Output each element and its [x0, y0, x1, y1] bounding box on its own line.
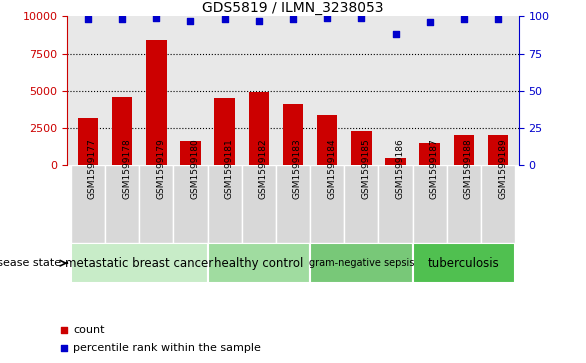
Bar: [207, 165, 242, 243]
Bar: [413, 243, 515, 283]
Bar: [139, 165, 173, 243]
Point: [83, 16, 93, 22]
Bar: [242, 165, 276, 243]
Title: GDS5819 / ILMN_3238053: GDS5819 / ILMN_3238053: [202, 1, 384, 15]
Text: GSM1599187: GSM1599187: [430, 139, 439, 199]
Text: healthy control: healthy control: [214, 257, 304, 270]
Point: [425, 19, 434, 25]
Bar: [105, 165, 139, 243]
Bar: [454, 135, 474, 165]
Text: disease state: disease state: [0, 258, 62, 268]
Point: [322, 15, 332, 21]
Text: GSM1599188: GSM1599188: [464, 139, 473, 199]
Text: GSM1599178: GSM1599178: [122, 139, 131, 199]
Point: [60, 346, 69, 351]
Text: GSM1599177: GSM1599177: [88, 139, 97, 199]
Bar: [207, 243, 310, 283]
Bar: [317, 115, 338, 165]
Point: [254, 18, 264, 24]
Point: [60, 327, 69, 333]
Text: GSM1599182: GSM1599182: [259, 139, 268, 199]
Bar: [248, 92, 269, 165]
Bar: [71, 165, 105, 243]
Point: [493, 16, 503, 22]
Bar: [379, 165, 413, 243]
Text: GSM1599189: GSM1599189: [498, 139, 507, 199]
Text: gram-negative sepsis: gram-negative sepsis: [309, 258, 414, 268]
Bar: [386, 158, 406, 165]
Bar: [276, 165, 310, 243]
Text: GSM1599179: GSM1599179: [156, 139, 165, 199]
Bar: [481, 165, 515, 243]
Point: [288, 16, 298, 22]
Bar: [351, 131, 372, 165]
Point: [186, 18, 195, 24]
Bar: [214, 98, 235, 165]
Bar: [71, 243, 207, 283]
Text: GSM1599183: GSM1599183: [293, 139, 302, 199]
Bar: [420, 143, 440, 165]
Text: GSM1599186: GSM1599186: [396, 139, 404, 199]
Bar: [146, 40, 166, 165]
Bar: [310, 165, 345, 243]
Bar: [310, 243, 413, 283]
Bar: [112, 97, 132, 165]
Bar: [77, 118, 98, 165]
Text: GSM1599181: GSM1599181: [224, 139, 234, 199]
Text: GSM1599184: GSM1599184: [327, 139, 336, 199]
Bar: [180, 141, 201, 165]
Point: [152, 15, 161, 21]
Bar: [413, 165, 447, 243]
Bar: [345, 165, 379, 243]
Bar: [173, 165, 207, 243]
Text: tuberculosis: tuberculosis: [428, 257, 500, 270]
Point: [117, 16, 127, 22]
Point: [357, 15, 366, 21]
Point: [391, 31, 400, 37]
Text: count: count: [73, 325, 105, 335]
Bar: [447, 165, 481, 243]
Text: percentile rank within the sample: percentile rank within the sample: [73, 343, 261, 354]
Text: GSM1599180: GSM1599180: [190, 139, 199, 199]
Text: GSM1599185: GSM1599185: [362, 139, 370, 199]
Point: [220, 16, 229, 22]
Point: [459, 16, 469, 22]
Bar: [283, 104, 304, 165]
Text: metastatic breast cancer: metastatic breast cancer: [65, 257, 213, 270]
Bar: [488, 135, 509, 165]
